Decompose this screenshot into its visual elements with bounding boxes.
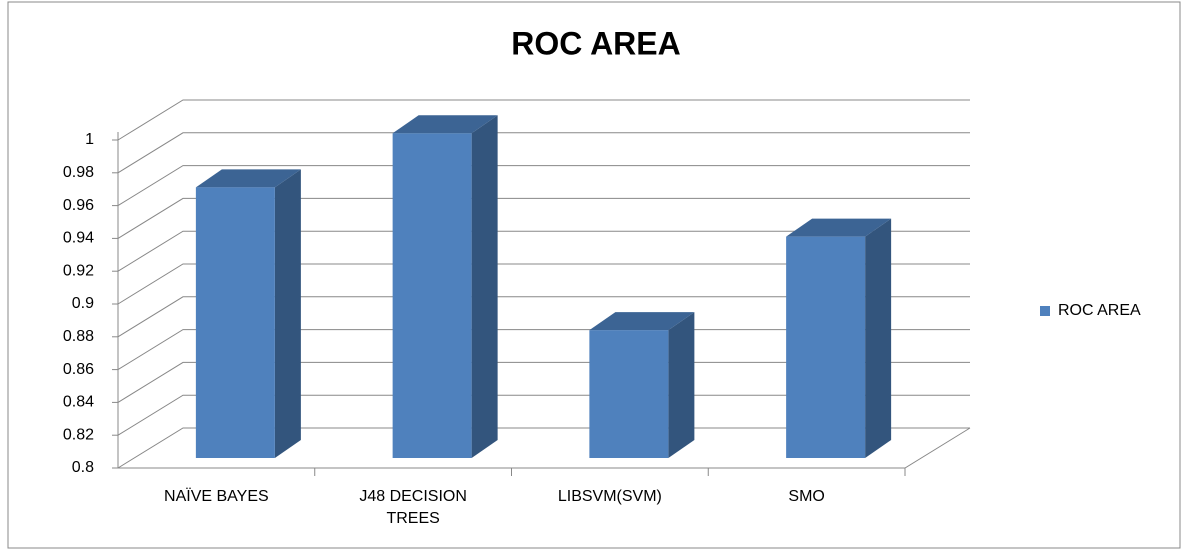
grid-line xyxy=(117,361,970,403)
y-tick-label: 0.96 xyxy=(63,197,94,214)
x-tick-label: LIBSVM(SVM) xyxy=(557,488,662,505)
grid-line xyxy=(117,132,970,174)
grid-line xyxy=(117,99,970,141)
bar xyxy=(392,115,498,458)
y-tick-label: 0.9 xyxy=(72,295,94,312)
bar-front xyxy=(589,330,669,458)
grid-line xyxy=(117,263,970,305)
bar-side xyxy=(865,218,892,458)
y-tick-label: 1 xyxy=(85,131,94,148)
grid-line xyxy=(117,165,970,207)
grid-line xyxy=(117,394,970,436)
y-tick-label: 0.86 xyxy=(63,361,94,378)
y-tick-label: 0.94 xyxy=(63,230,94,247)
y-tick-label: 0.82 xyxy=(63,426,94,443)
grid-line xyxy=(117,329,970,371)
bar xyxy=(589,312,695,458)
y-tick-label: 0.88 xyxy=(63,328,94,345)
bar-top xyxy=(195,169,301,188)
bar xyxy=(195,169,301,458)
grid-line xyxy=(117,230,970,272)
x-tick-label: NAÏVE BAYES xyxy=(164,488,269,505)
bar-top xyxy=(786,218,892,237)
y-tick-label: 0.98 xyxy=(63,164,94,181)
bar-front xyxy=(392,133,472,458)
grid-line xyxy=(117,296,970,338)
bar-side xyxy=(668,312,695,458)
bar-front xyxy=(195,187,275,458)
frame xyxy=(7,1,1181,549)
bar-side xyxy=(471,115,498,458)
x-tick-label: SMO xyxy=(788,488,825,505)
bar-top xyxy=(589,312,695,331)
bar xyxy=(786,218,892,458)
bar-front xyxy=(786,236,866,458)
y-tick-label: 0.84 xyxy=(63,394,94,411)
legend-label: ROC AREA xyxy=(1058,302,1141,319)
y-tick-label: 0.8 xyxy=(72,459,94,476)
chart-title: ROC AREA xyxy=(511,25,680,61)
bar-top xyxy=(392,115,498,134)
bar-side xyxy=(274,169,301,458)
x-tick-label: J48 DECISION TREES xyxy=(359,488,467,527)
grid-line xyxy=(117,427,970,469)
legend-swatch xyxy=(1040,306,1050,316)
y-tick-label: 0.92 xyxy=(63,262,94,279)
grid-line xyxy=(117,197,970,239)
